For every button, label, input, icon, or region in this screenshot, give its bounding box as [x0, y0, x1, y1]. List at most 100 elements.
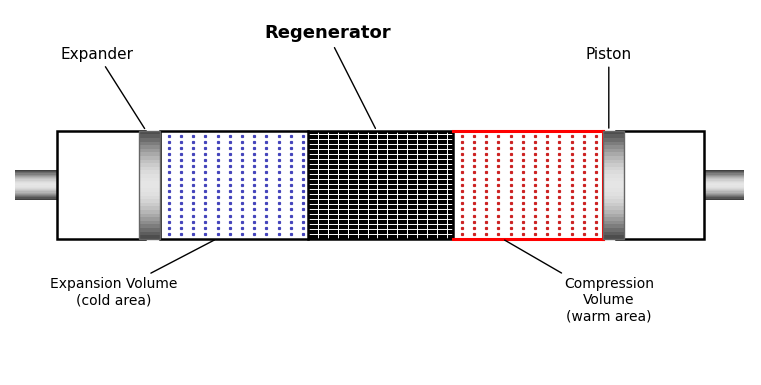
Bar [603, 160, 624, 163]
Bar [624, 172, 744, 173]
Bar [15, 176, 139, 177]
Bar [15, 178, 139, 179]
Bar [15, 190, 139, 191]
Bar [624, 176, 744, 177]
Bar [139, 145, 160, 149]
Bar [603, 163, 624, 167]
Bar [603, 145, 624, 149]
Bar [139, 174, 160, 177]
Bar [603, 199, 624, 203]
Bar [15, 192, 139, 194]
Bar [160, 131, 603, 239]
Bar [624, 181, 744, 182]
Bar [453, 131, 603, 239]
Bar [624, 194, 744, 195]
Bar [15, 170, 139, 171]
Bar [139, 131, 160, 134]
Bar [624, 179, 744, 181]
Bar [603, 185, 624, 188]
Text: Compression
Volume
(warm area): Compression Volume (warm area) [505, 240, 654, 324]
Bar [624, 196, 744, 198]
Bar [15, 186, 139, 187]
Bar [139, 163, 160, 167]
Bar [603, 177, 624, 181]
Bar [15, 183, 139, 184]
Bar [624, 192, 744, 194]
Bar [624, 177, 744, 178]
Bar [139, 206, 160, 210]
Bar [624, 189, 744, 190]
Bar [624, 187, 744, 188]
Bar [139, 221, 160, 224]
Bar [139, 196, 160, 199]
Bar [624, 186, 744, 187]
Bar [624, 173, 744, 174]
Bar [15, 191, 139, 192]
Bar [624, 184, 744, 186]
Bar [15, 199, 139, 200]
Bar [139, 177, 160, 181]
Bar [15, 184, 139, 186]
Bar [603, 214, 624, 217]
Bar [139, 188, 160, 192]
Bar [15, 187, 139, 188]
Bar [603, 224, 624, 228]
Bar [15, 182, 139, 183]
Bar [624, 191, 744, 192]
Bar [139, 160, 160, 163]
Bar [603, 142, 624, 145]
Bar [139, 214, 160, 217]
Bar [603, 203, 624, 206]
Bar [15, 174, 139, 176]
Bar [15, 181, 139, 182]
Bar [57, 131, 145, 239]
Bar [15, 188, 139, 189]
Bar [603, 221, 624, 224]
Bar [603, 206, 624, 210]
Bar [624, 183, 744, 184]
Bar [139, 185, 160, 188]
Bar [624, 170, 744, 171]
Text: Expander: Expander [61, 47, 145, 129]
Bar [624, 190, 744, 191]
Bar [603, 192, 624, 196]
Bar [139, 167, 160, 171]
Text: Regenerator: Regenerator [264, 24, 390, 129]
Bar [624, 198, 744, 199]
Bar [603, 131, 624, 239]
Bar [603, 171, 624, 174]
Bar [603, 156, 624, 160]
Bar [139, 142, 160, 145]
Bar [624, 178, 744, 179]
Bar [15, 195, 139, 196]
Bar [15, 172, 139, 173]
Text: Expansion Volume
(cold area): Expansion Volume (cold area) [50, 240, 215, 307]
Bar [139, 192, 160, 196]
Bar [15, 189, 139, 190]
Bar [139, 231, 160, 235]
Bar [603, 138, 624, 142]
Bar [139, 181, 160, 185]
Bar [603, 149, 624, 152]
Bar [603, 210, 624, 214]
Bar [15, 179, 139, 181]
Bar [15, 177, 139, 178]
Bar [603, 181, 624, 185]
Bar [139, 134, 160, 138]
Bar [139, 228, 160, 231]
Bar [15, 198, 139, 199]
Bar [624, 195, 744, 196]
Bar [603, 228, 624, 231]
Bar [139, 217, 160, 221]
Bar [139, 235, 160, 239]
Bar [603, 167, 624, 171]
Bar [624, 188, 744, 189]
Bar [139, 131, 160, 239]
Bar [15, 171, 139, 172]
Text: Piston: Piston [586, 47, 632, 128]
Bar [15, 173, 139, 174]
Bar [139, 210, 160, 214]
Bar [624, 199, 744, 200]
Bar [603, 134, 624, 138]
Bar [139, 156, 160, 160]
